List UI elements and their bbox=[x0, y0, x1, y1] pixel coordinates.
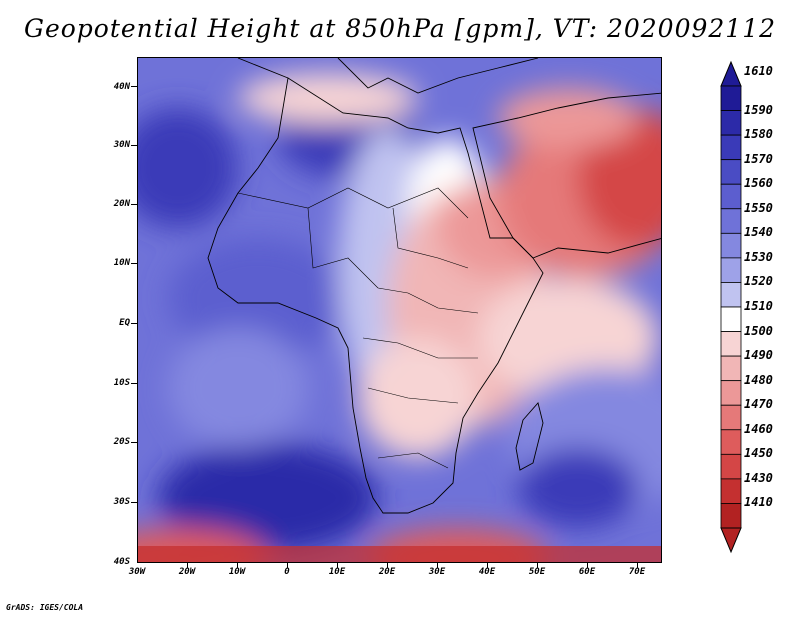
lon-tick-10e: 10E bbox=[328, 567, 346, 577]
lon-tickmark bbox=[187, 563, 188, 568]
colorbar-label: 1450 bbox=[744, 446, 773, 461]
lat-tickmark bbox=[131, 442, 137, 443]
colorbar-label: 1520 bbox=[744, 274, 773, 289]
coastline-europe bbox=[237, 58, 539, 94]
grads-credit: GrADS: IGES/COLA bbox=[6, 603, 84, 612]
colorbar-swatch bbox=[720, 306, 742, 332]
geopotential-field bbox=[138, 58, 661, 562]
colorbar-swatch bbox=[720, 503, 742, 529]
lat-tickmark bbox=[131, 204, 137, 205]
colorbar-swatch bbox=[720, 183, 742, 210]
colorbar-label: 1410 bbox=[744, 495, 773, 510]
lat-tickmark bbox=[131, 323, 137, 324]
colorbar-top-arrow bbox=[720, 60, 742, 87]
lat-tick-10n: 10N bbox=[113, 258, 130, 268]
coastline-madagascar bbox=[515, 402, 544, 471]
colorbar-boxes bbox=[720, 85, 742, 529]
map-plot-area bbox=[137, 57, 662, 563]
lat-tickmark bbox=[131, 383, 137, 384]
colorbar-label: 1470 bbox=[744, 397, 773, 412]
lat-tick-20n: 20N bbox=[113, 199, 130, 209]
lat-tick-30s: 30S bbox=[113, 497, 130, 507]
colorbar-label: 1610 bbox=[744, 64, 773, 78]
colorbar-swatch bbox=[720, 478, 742, 504]
southern-low-band bbox=[138, 546, 661, 562]
colorbar-label: 1480 bbox=[744, 372, 773, 387]
country-borders bbox=[237, 187, 479, 469]
colorbar-label: 1530 bbox=[744, 249, 773, 264]
lon-tick-30w: 30W bbox=[128, 567, 146, 577]
contour-blobs bbox=[138, 73, 661, 562]
lat-tickmark bbox=[131, 263, 137, 264]
colorbar-label: 1560 bbox=[744, 176, 773, 191]
lat-tick-20s: 20S bbox=[113, 437, 130, 447]
lat-tick-30n: 30N bbox=[113, 140, 130, 150]
colorbar-swatch bbox=[720, 380, 742, 406]
colorbar-label: 1590 bbox=[744, 102, 773, 117]
lon-tickmark bbox=[237, 563, 238, 568]
colorbar-label: 1510 bbox=[744, 299, 773, 313]
lon-tick-20w: 20W bbox=[178, 567, 196, 577]
lon-tickmark bbox=[587, 563, 588, 568]
lon-tickmark bbox=[387, 563, 388, 568]
lat-tick-eq: EQ bbox=[119, 318, 130, 328]
lon-tick-10w: 10W bbox=[228, 567, 246, 577]
coastline-africa bbox=[207, 77, 544, 514]
lon-tick-70e: 70E bbox=[628, 567, 646, 577]
lon-tickmark bbox=[287, 563, 288, 568]
lat-tick-40n: 40N bbox=[113, 82, 130, 92]
colorbar-swatch bbox=[720, 404, 742, 431]
colorbar-label: 1540 bbox=[744, 225, 773, 240]
lat-tick-40s: 40S bbox=[113, 557, 130, 567]
colorbar-swatch bbox=[720, 355, 742, 382]
colorbar-swatch bbox=[720, 453, 742, 480]
lat-tickmark bbox=[131, 145, 137, 146]
coastline-arabia bbox=[472, 92, 661, 259]
colorbar-label: 1490 bbox=[744, 348, 773, 363]
colorbar-swatch bbox=[720, 282, 742, 308]
lat-tick-10s: 10S bbox=[113, 378, 130, 388]
colorbar-swatch bbox=[720, 232, 742, 259]
colorbar-swatch bbox=[720, 110, 742, 136]
lon-tickmark bbox=[487, 563, 488, 568]
colorbar-bottom-arrow bbox=[720, 527, 742, 554]
colorbar-swatch bbox=[720, 208, 742, 234]
lon-tick-30e: 30E bbox=[428, 567, 446, 577]
colorbar bbox=[720, 60, 742, 554]
lon-tickmark bbox=[337, 563, 338, 568]
colorbar-label: 1580 bbox=[744, 127, 773, 142]
colorbar-label: 1550 bbox=[744, 200, 773, 215]
lon-tick-20e: 20E bbox=[378, 567, 396, 577]
colorbar-swatch bbox=[720, 331, 742, 357]
lon-tickmark bbox=[437, 563, 438, 568]
colorbar-label: 1570 bbox=[744, 151, 773, 166]
map-title: Geopotential Height at 850hPa [gpm], VT:… bbox=[23, 14, 777, 43]
lon-tick-0: 0 bbox=[284, 567, 290, 577]
colorbar-swatch bbox=[720, 85, 742, 111]
lat-tickmark bbox=[131, 502, 137, 503]
lon-tick-60e: 60E bbox=[578, 567, 596, 577]
lat-tickmark bbox=[131, 86, 137, 87]
lon-tickmark bbox=[637, 563, 638, 568]
colorbar-label: 1430 bbox=[744, 470, 773, 485]
colorbar-label: 1500 bbox=[744, 323, 773, 338]
lon-tick-40e: 40E bbox=[478, 567, 496, 577]
colorbar-swatch bbox=[720, 159, 742, 185]
colorbar-swatch bbox=[720, 257, 742, 283]
lon-tickmark bbox=[537, 563, 538, 568]
colorbar-label: 1460 bbox=[744, 421, 773, 436]
colorbar-swatch bbox=[720, 134, 742, 161]
lon-tick-50e: 50E bbox=[528, 567, 546, 577]
colorbar-swatch bbox=[720, 429, 742, 455]
